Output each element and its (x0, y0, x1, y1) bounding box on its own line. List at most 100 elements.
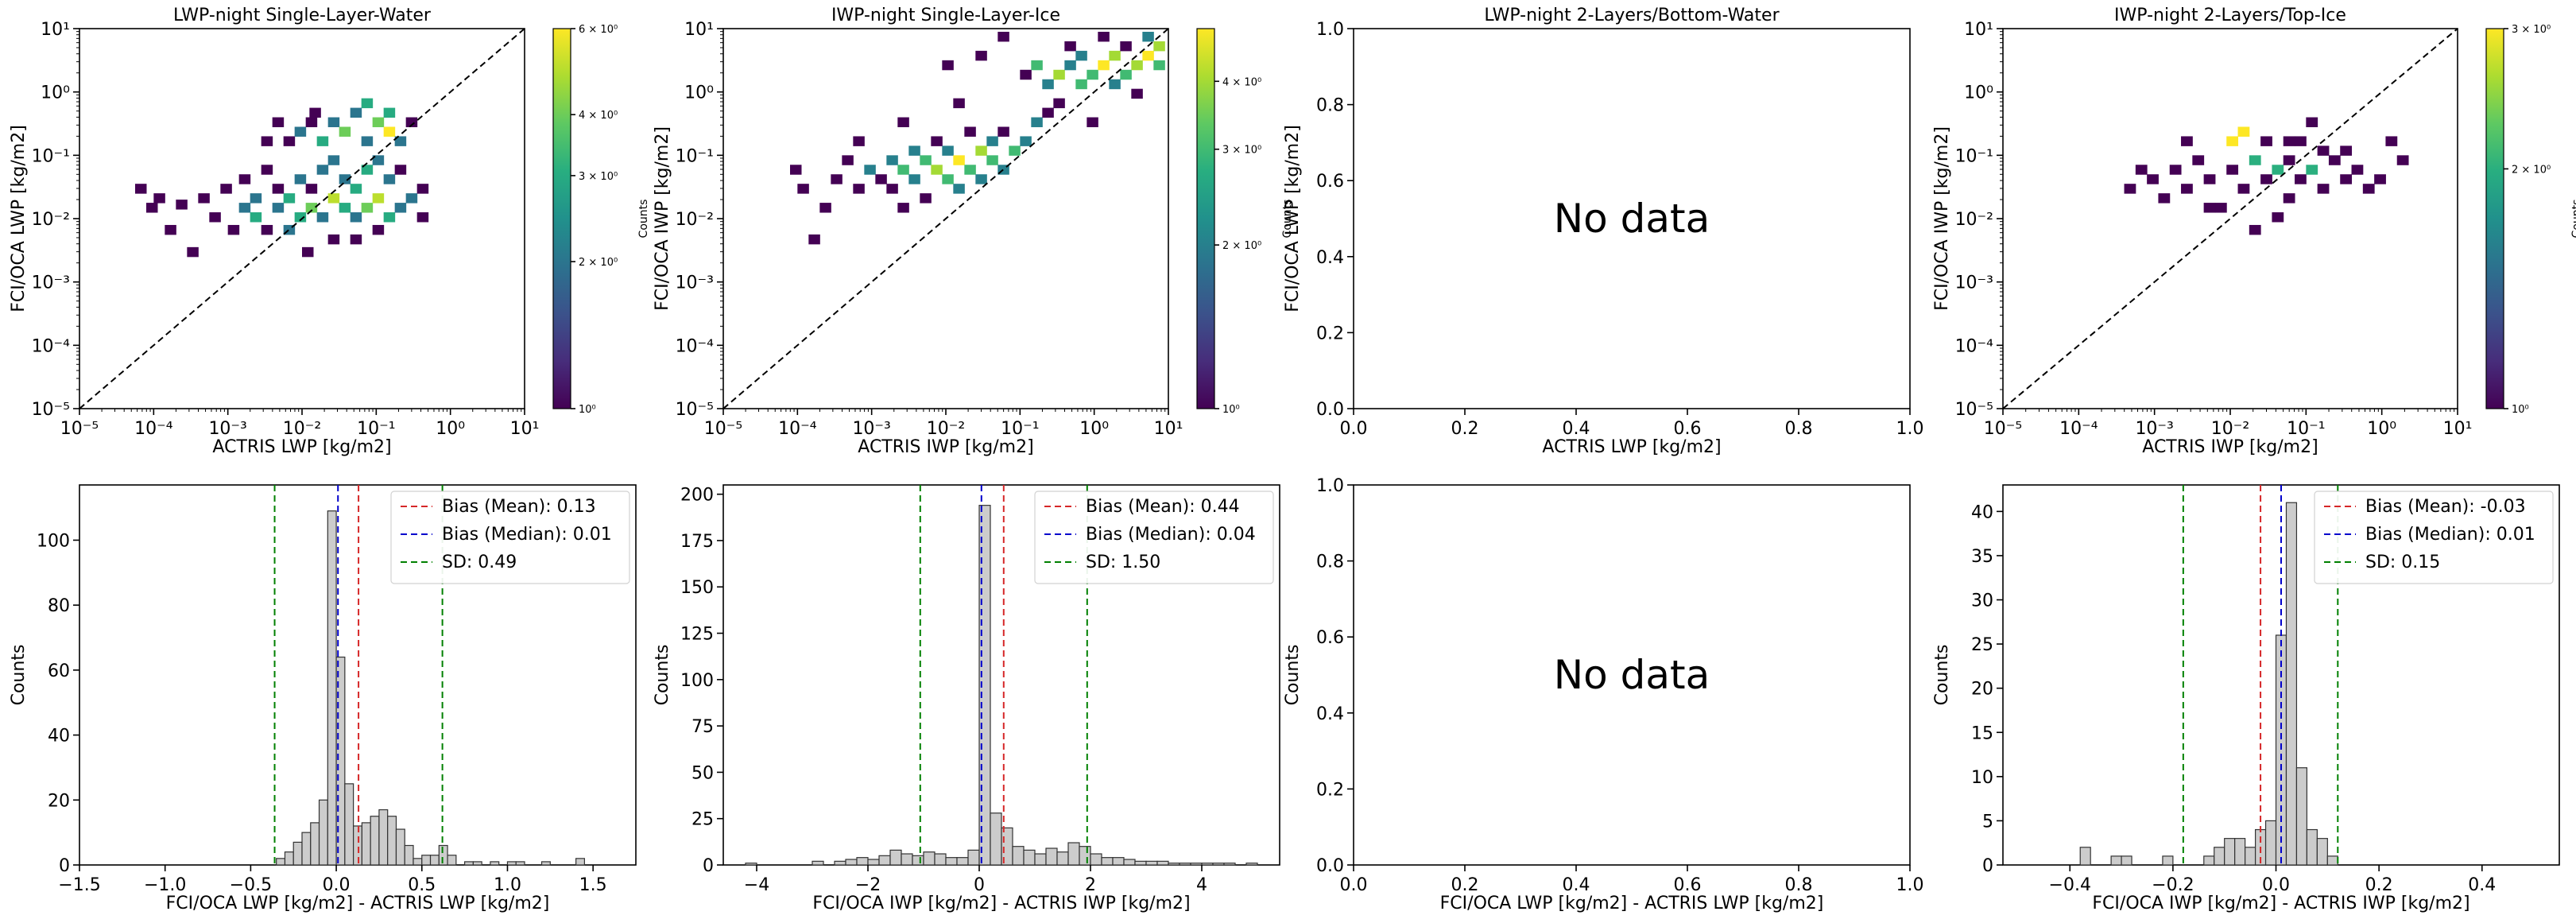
heatmap-cell (1142, 50, 1154, 61)
legend-entry-label: SD: 0.15 (2365, 553, 2440, 572)
histogram-bar (1223, 863, 1236, 866)
histogram-bar (344, 783, 354, 866)
heatmap-cell (416, 212, 429, 223)
x-axis-label: ACTRIS IWP [kg/m2] (2142, 437, 2318, 457)
x-tick-label: 0.2 (2365, 875, 2393, 895)
histogram-bar (1190, 863, 1203, 866)
heatmap-cell (1109, 79, 1121, 90)
y-tick-label: 175 (680, 532, 714, 552)
y-tick-label: 0.6 (1316, 172, 1344, 192)
heatmap-cell (1153, 41, 1165, 52)
x-axis-label: FCI/OCA IWP [kg/m2] - ACTRIS IWP [kg/m2] (812, 894, 1190, 913)
x-tick-label: −0.2 (2152, 875, 2194, 895)
histogram-bar (429, 855, 440, 866)
heatmap-cell (2317, 145, 2330, 156)
histogram-bar (327, 510, 337, 866)
legend-entry-label: Bias (Mean): -0.03 (2365, 497, 2526, 517)
colorbar-label: Counts (2570, 200, 2576, 239)
heatmap-cell (1042, 79, 1054, 90)
histogram-bar (1101, 857, 1114, 866)
heatmap-cell (361, 165, 374, 175)
histogram-bar (318, 799, 328, 866)
heatmap-cell (808, 234, 820, 245)
histogram-bar (1245, 863, 1258, 866)
heatmap-cell (316, 165, 329, 175)
histogram-bars (2079, 502, 2338, 866)
heatmap-cell (2317, 184, 2330, 194)
heatmap-cell (176, 200, 188, 210)
y-tick-label: 10 (1971, 768, 1993, 788)
heatmap-cell (2328, 155, 2341, 165)
heatmap-cell (146, 203, 158, 213)
y-tick-label: 20 (1971, 680, 1993, 700)
y-tick-label: 100 (680, 671, 714, 691)
heatmap-cell (831, 174, 843, 184)
y-tick-label: 10⁰ (41, 83, 70, 103)
heatmap-cell (1131, 88, 1143, 99)
heatmap-cell (964, 165, 976, 175)
colorbar-tick-label: 2 × 10⁰ (579, 257, 618, 269)
heatmap-cell (2306, 165, 2318, 175)
y-tick-label: 30 (1971, 591, 1993, 611)
x-tick-label: −4 (744, 875, 769, 895)
histogram-bar (2316, 838, 2328, 866)
histogram-bar (1045, 847, 1058, 866)
panel-p4: IWP-night 2-Layers/Top-Ice ACTRIS IWP [kg… (1932, 6, 2576, 457)
x-tick-label: 1.0 (1896, 419, 1924, 439)
heatmap-cell (986, 155, 998, 165)
panel-p8: FCI/OCA IWP [kg/m2] - ACTRIS IWP [kg/m2]… (1932, 484, 2560, 913)
y-tick-label: 10⁻³ (1955, 273, 1993, 293)
panel-p2: IWP-night Single-Layer-Ice ACTRIS IWP [kg… (653, 6, 1294, 457)
heatmap-cell (350, 234, 362, 245)
heatmap-cell (1020, 136, 1032, 146)
x-tick-label: 0.0 (323, 875, 351, 895)
x-tick-label: −1.5 (58, 875, 100, 895)
heatmap-cell (819, 203, 831, 213)
identity-line (722, 28, 1169, 409)
heatmap-cell (975, 145, 987, 156)
x-tick-label: 10⁻⁴ (2059, 419, 2098, 439)
histogram-bar (1112, 857, 1125, 866)
heatmap-cell (372, 193, 385, 204)
panel-p1: LWP-night Single-Layer-Water ACTRIS LWP [… (9, 6, 650, 457)
heatmap-cell (283, 193, 296, 204)
heatmap-cell (2283, 136, 2295, 146)
colorbar-tick-label: 3 × 10⁰ (1222, 145, 1261, 157)
histogram-bar (310, 822, 320, 866)
x-tick-label: 10¹ (510, 419, 540, 439)
x-tick-label: 10¹ (1154, 419, 1183, 439)
x-axis-label: FCI/OCA LWP [kg/m2] - ACTRIS LWP [kg/m2] (166, 894, 550, 913)
y-tick-label: 0.0 (1316, 856, 1344, 876)
colorbar-tick-label: 10⁰ (579, 404, 596, 416)
heatmap-cell (1153, 60, 1165, 71)
heatmap-cell (305, 117, 318, 127)
heatmap-cell (165, 224, 176, 235)
legend-entry-label: Bias (Mean): 0.13 (442, 497, 596, 517)
heatmap-cell (135, 184, 147, 194)
x-tick-label: 10⁰ (2367, 419, 2396, 439)
x-tick-label: 4 (1196, 875, 1207, 895)
x-tick-label: 10⁻³ (852, 419, 890, 439)
heatmap-cell (372, 117, 385, 127)
histogram-bar (867, 859, 880, 866)
y-tick-label: 0.8 (1316, 553, 1344, 572)
y-tick-label: 0 (1982, 856, 1993, 876)
heatmap-cell (394, 165, 407, 175)
heatmap-cell (383, 174, 396, 184)
histogram-bar (2224, 838, 2236, 866)
colorbar (1196, 28, 1215, 409)
heatmap-cell (2362, 184, 2375, 194)
histogram-bar (2110, 855, 2122, 866)
y-tick-label: 0.0 (1316, 400, 1344, 420)
heatmap-cell (1053, 98, 1065, 109)
histogram-bar (945, 857, 958, 866)
heatmap-cell (864, 165, 876, 175)
heatmap-cell (250, 212, 262, 223)
y-tick-label: 40 (1971, 502, 1993, 522)
histogram-bar (404, 844, 414, 866)
heatmap-cell (316, 212, 329, 223)
heatmap-cell (920, 193, 932, 204)
x-tick-label: 10⁻² (927, 419, 965, 439)
heatmap-cell (2374, 174, 2386, 184)
heatmap-cell (2295, 136, 2307, 146)
